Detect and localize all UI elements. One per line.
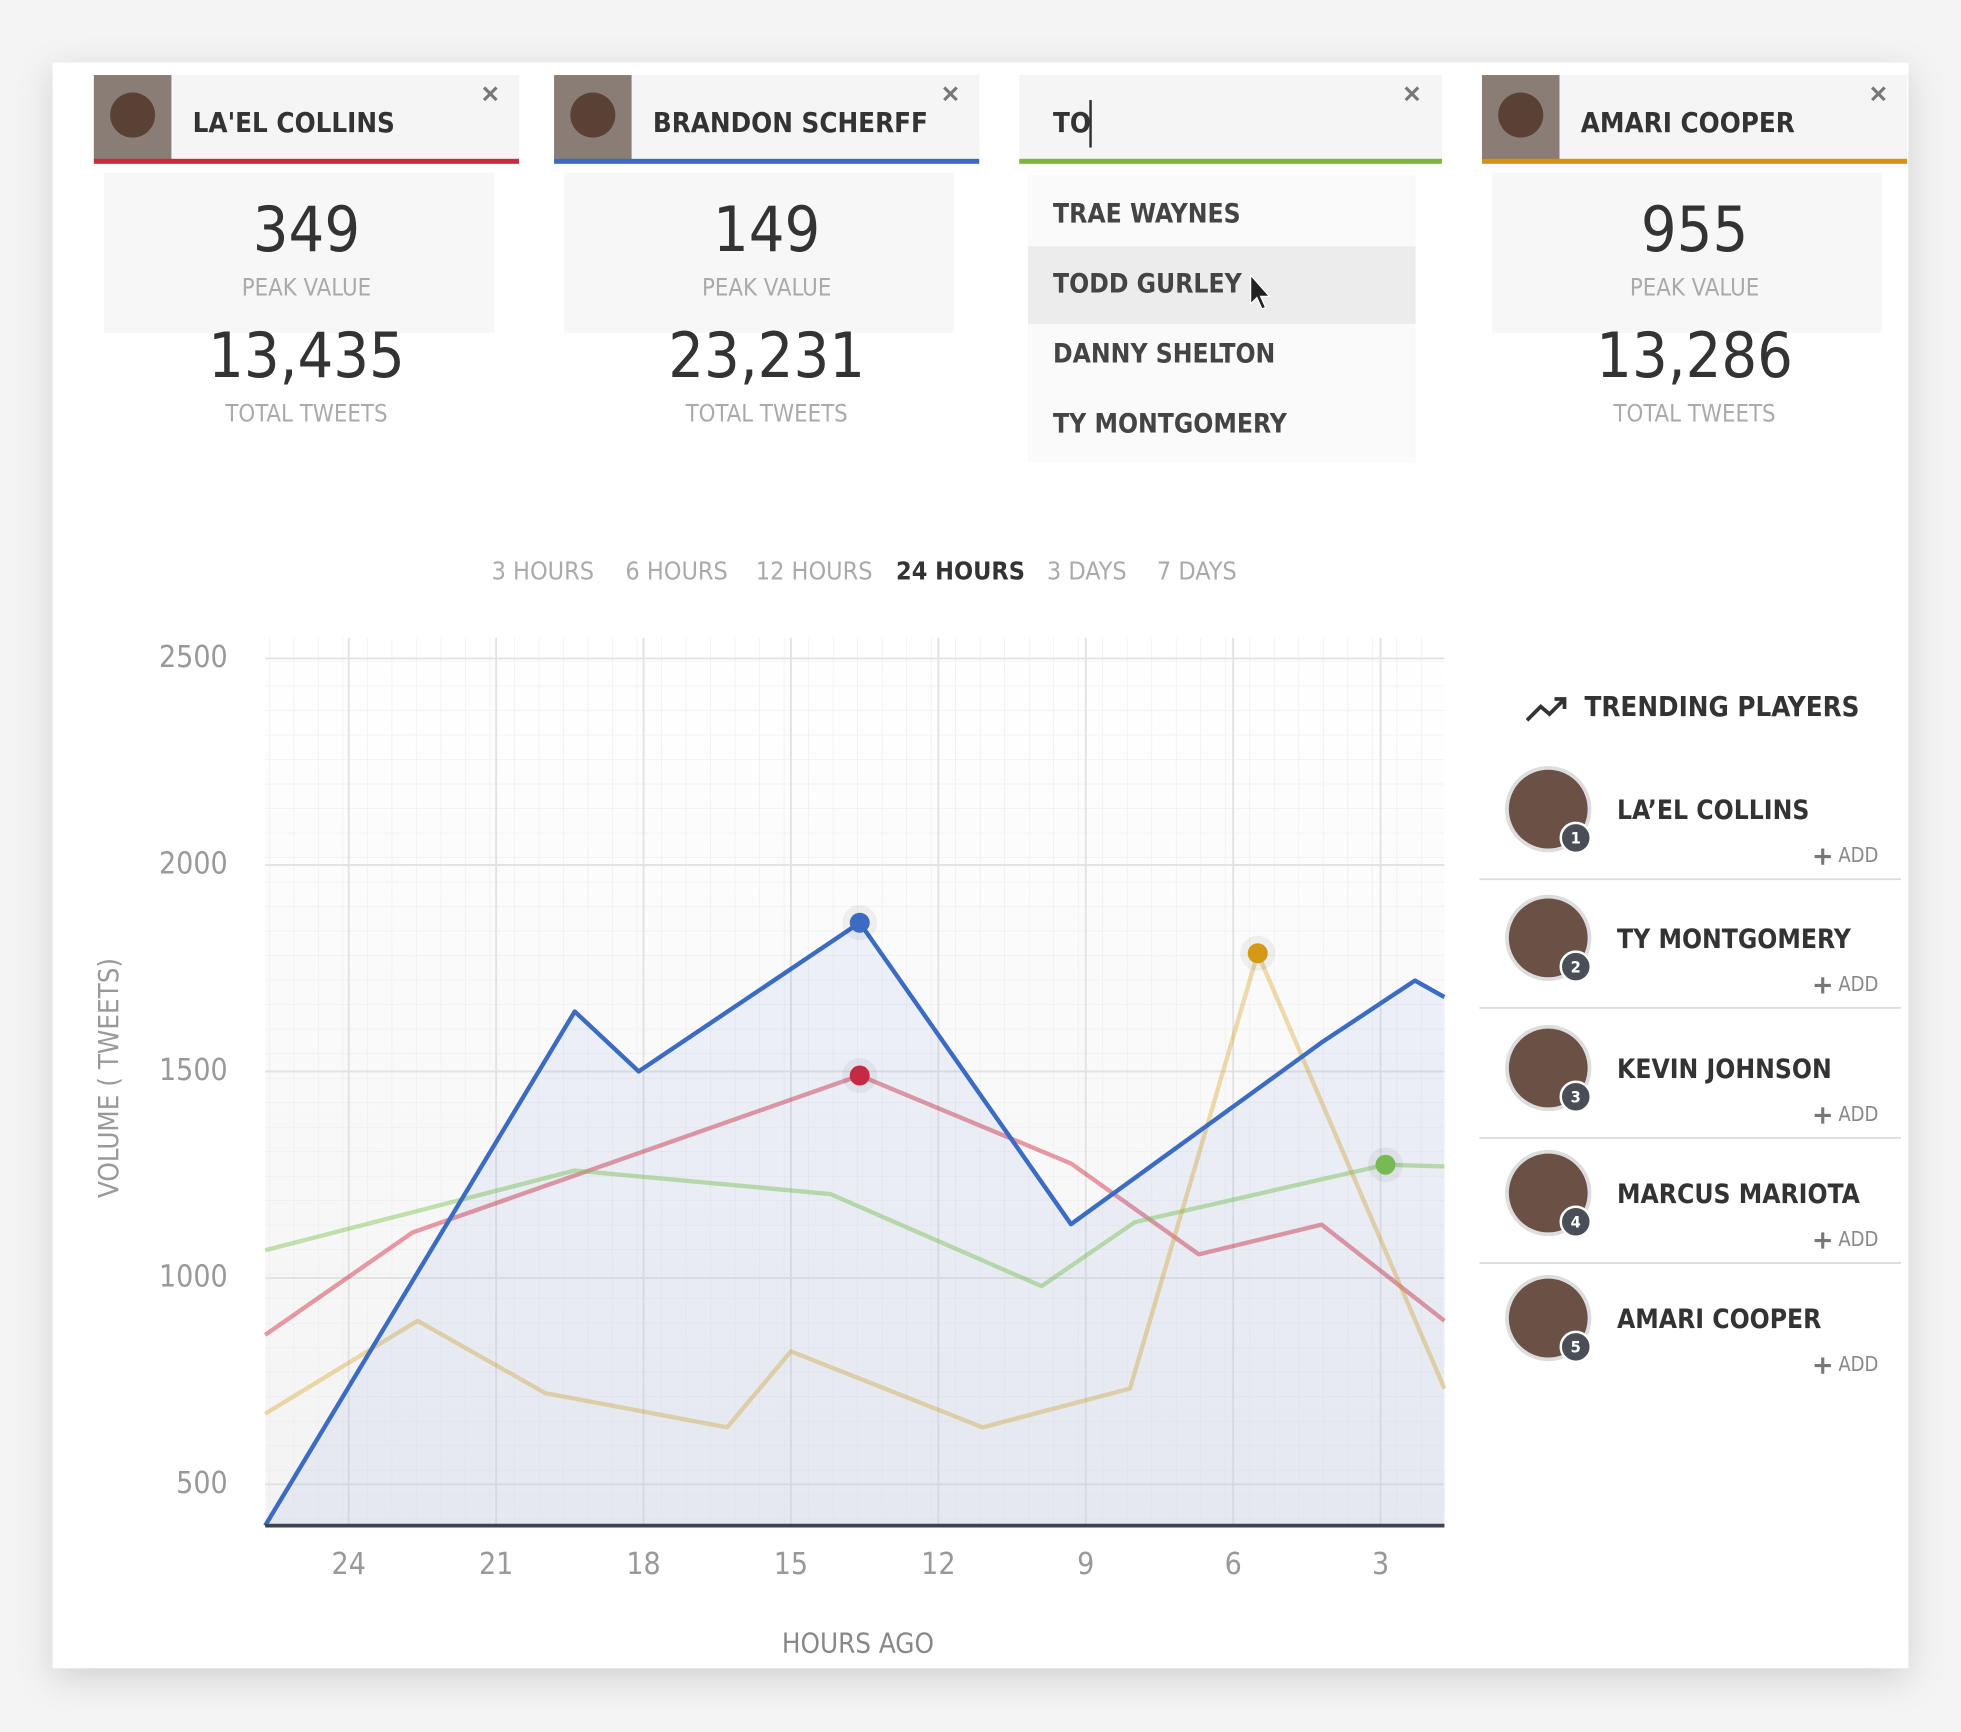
y-axis-label: VOLUME ( TWEETS) xyxy=(93,958,125,1198)
rank: 2 xyxy=(1571,957,1581,976)
total-label: TOTAL TWEETS xyxy=(224,400,387,428)
search-query: TO xyxy=(1053,107,1091,139)
close-icon[interactable] xyxy=(482,86,498,102)
suggestion[interactable]: TRAE WAYNES xyxy=(1053,200,1241,230)
card-name: BRANDON SCHERFF xyxy=(653,107,928,139)
rank-badge xyxy=(1559,950,1593,983)
time-tab[interactable]: 3 DAYS xyxy=(1047,557,1127,586)
rank-badge xyxy=(1559,1330,1593,1364)
total-tweets: 13,286 xyxy=(1596,319,1793,392)
search-underline xyxy=(1019,158,1442,164)
close-icon[interactable] xyxy=(1871,86,1886,102)
time-tab[interactable]: 3 HOURS xyxy=(492,557,594,586)
rank: 1 xyxy=(1571,829,1581,848)
card-body xyxy=(1491,172,1883,333)
x-tick-label: 21 xyxy=(479,1547,513,1582)
rank-badge xyxy=(1559,1205,1593,1239)
add-icon xyxy=(1814,977,1831,994)
trending-name: MARCUS MARIOTA xyxy=(1617,1180,1861,1210)
peak-value: 955 xyxy=(1641,193,1748,266)
card-name: AMARI COOPER xyxy=(1581,107,1795,139)
time-tab[interactable]: 7 DAYS xyxy=(1157,557,1237,586)
photo-face xyxy=(1498,92,1544,138)
photo-face xyxy=(570,92,616,138)
line xyxy=(263,1073,1446,1337)
suggestion[interactable]: TODD GURLEY xyxy=(1053,270,1243,300)
rank-badge xyxy=(1559,821,1593,855)
suggestion-highlight xyxy=(1028,246,1416,324)
peak-label: PEAK VALUE xyxy=(1630,273,1759,301)
x-tick-label: 24 xyxy=(332,1547,366,1582)
card-underline xyxy=(554,158,980,164)
time-tab[interactable]: 24 HOURS xyxy=(896,557,1025,586)
x-tick-label: 6 xyxy=(1225,1547,1242,1582)
card-name: LA'EL COLLINS xyxy=(193,107,395,139)
trending-name: KEVIN JOHNSON xyxy=(1617,1055,1832,1085)
suggestion[interactable]: DANNY SHELTON xyxy=(1053,340,1275,370)
y-tick-label: 1500 xyxy=(159,1053,228,1088)
add-button[interactable]: ADD xyxy=(1838,972,1878,996)
peak-marker xyxy=(1375,1154,1396,1175)
trending-title: TRENDING PLAYERS xyxy=(1585,691,1860,723)
add-icon xyxy=(1814,1357,1831,1374)
trending-name: TY MONTGOMERY xyxy=(1617,925,1852,955)
card-body xyxy=(564,172,955,333)
peak-label: PEAK VALUE xyxy=(242,273,371,301)
x-tick-label: 18 xyxy=(626,1547,660,1582)
peak-marker xyxy=(849,1065,870,1086)
add-button[interactable]: ADD xyxy=(1838,1227,1878,1251)
card-body xyxy=(103,172,495,333)
line xyxy=(263,920,1446,1527)
add-icon xyxy=(1814,1232,1831,1249)
peak-marker xyxy=(849,912,870,933)
rank: 4 xyxy=(1571,1213,1581,1232)
rank: 5 xyxy=(1571,1338,1581,1357)
total-label: TOTAL TWEETS xyxy=(685,400,848,428)
y-tick-label: 500 xyxy=(176,1466,228,1501)
close-icon[interactable] xyxy=(1404,86,1420,102)
peak-marker xyxy=(1247,943,1268,964)
trending-name: AMARI COOPER xyxy=(1617,1305,1821,1335)
total-tweets: 23,231 xyxy=(668,319,865,392)
rank-badge xyxy=(1559,1080,1593,1113)
x-tick-label: 15 xyxy=(774,1547,808,1582)
x-tick-label: 9 xyxy=(1077,1547,1094,1582)
card-underline xyxy=(93,158,520,164)
mouse-cursor xyxy=(1249,273,1271,310)
time-tab[interactable]: 6 HOURS xyxy=(625,557,727,586)
add-icon xyxy=(1814,1107,1831,1124)
suggestion[interactable]: TY MONTGOMERY xyxy=(1053,410,1288,440)
add-button[interactable]: ADD xyxy=(1838,1102,1878,1126)
photo-face xyxy=(110,92,156,138)
peak-label: PEAK VALUE xyxy=(702,273,831,301)
x-tick-label: 12 xyxy=(921,1547,955,1582)
line xyxy=(264,951,1447,1430)
add-button[interactable]: ADD xyxy=(1838,1352,1878,1376)
trending-name: LA’EL COLLINS xyxy=(1617,796,1809,826)
close-icon[interactable] xyxy=(943,86,958,102)
area xyxy=(265,922,1445,1526)
y-tick-label: 2500 xyxy=(159,640,228,675)
peak-value: 349 xyxy=(253,193,360,266)
total-tweets: 13,435 xyxy=(208,319,405,392)
card-underline xyxy=(1481,158,1908,164)
add-button[interactable]: ADD xyxy=(1838,843,1878,867)
trend-icon xyxy=(1525,697,1567,722)
time-tab[interactable]: 12 HOURS xyxy=(756,557,873,586)
rank: 3 xyxy=(1571,1087,1581,1106)
x-axis-label: HOURS AGO xyxy=(782,1627,934,1659)
peak-value: 149 xyxy=(713,193,820,266)
y-tick-label: 1000 xyxy=(159,1259,228,1294)
add-icon xyxy=(1814,848,1831,865)
x-tick-label: 3 xyxy=(1372,1547,1389,1582)
y-tick-label: 2000 xyxy=(159,846,228,881)
total-label: TOTAL TWEETS xyxy=(1612,400,1775,428)
